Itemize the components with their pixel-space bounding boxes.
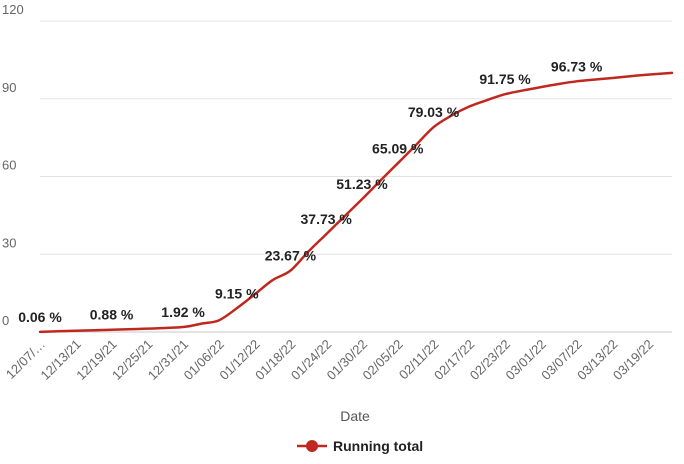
series-layer — [37, 70, 675, 335]
data-label: 65.09 % — [372, 140, 424, 156]
data-label: 96.73 % — [551, 58, 603, 74]
series-line-running-total — [38, 71, 674, 334]
data-point — [591, 77, 597, 83]
data-point — [502, 91, 508, 97]
data-point — [234, 305, 240, 311]
x-axis-title: Date — [340, 408, 370, 424]
data-label: 91.75 % — [479, 71, 531, 87]
legend-dot-marker — [306, 440, 318, 452]
data-point — [287, 268, 293, 274]
data-point — [323, 231, 329, 237]
data-point — [431, 124, 437, 130]
data-label: 1.92 % — [161, 304, 205, 320]
x-axis-ticks: 12/07/…12/13/2112/19/2112/25/2112/31/210… — [3, 337, 657, 383]
data-labels: 0.06 % 0.88 % 1.92 % 9.15 % 23.67 % 37.73 % 51… — [18, 58, 603, 325]
data-point — [395, 160, 401, 166]
data-point — [37, 329, 43, 335]
data-point — [109, 327, 115, 333]
data-point — [198, 321, 204, 327]
data-point — [556, 81, 562, 87]
data-point — [484, 97, 490, 103]
data-point — [73, 328, 79, 334]
y-tick-label: 30 — [2, 235, 16, 250]
data-point — [645, 72, 651, 78]
data-point — [669, 70, 675, 76]
data-point — [574, 78, 580, 84]
data-label: 51.23 % — [336, 176, 388, 192]
data-point — [270, 277, 276, 283]
data-label: 9.15 % — [215, 285, 259, 301]
data-point — [359, 196, 365, 202]
y-tick-label: 90 — [2, 80, 16, 95]
legend[interactable]: Running total — [297, 438, 423, 454]
y-axis-ticks: 0 30 60 90 120 — [2, 2, 24, 328]
data-label: 37.73 % — [301, 211, 353, 227]
legend-label: Running total — [333, 438, 423, 454]
data-point — [609, 75, 615, 81]
gridlines — [40, 20, 672, 333]
data-label: 0.06 % — [18, 309, 62, 325]
y-tick-label: 60 — [2, 158, 16, 173]
data-point — [216, 317, 222, 323]
data-point — [627, 73, 633, 79]
y-tick-label: 0 — [2, 313, 9, 328]
data-label: 79.03 % — [408, 104, 460, 120]
data-point — [538, 84, 544, 90]
data-point — [466, 104, 472, 110]
data-point — [180, 324, 186, 330]
data-label: 23.67 % — [265, 248, 317, 264]
data-point — [144, 326, 150, 332]
y-tick-label: 120 — [2, 2, 24, 17]
data-label: 0.88 % — [90, 307, 134, 323]
data-point — [520, 87, 526, 93]
